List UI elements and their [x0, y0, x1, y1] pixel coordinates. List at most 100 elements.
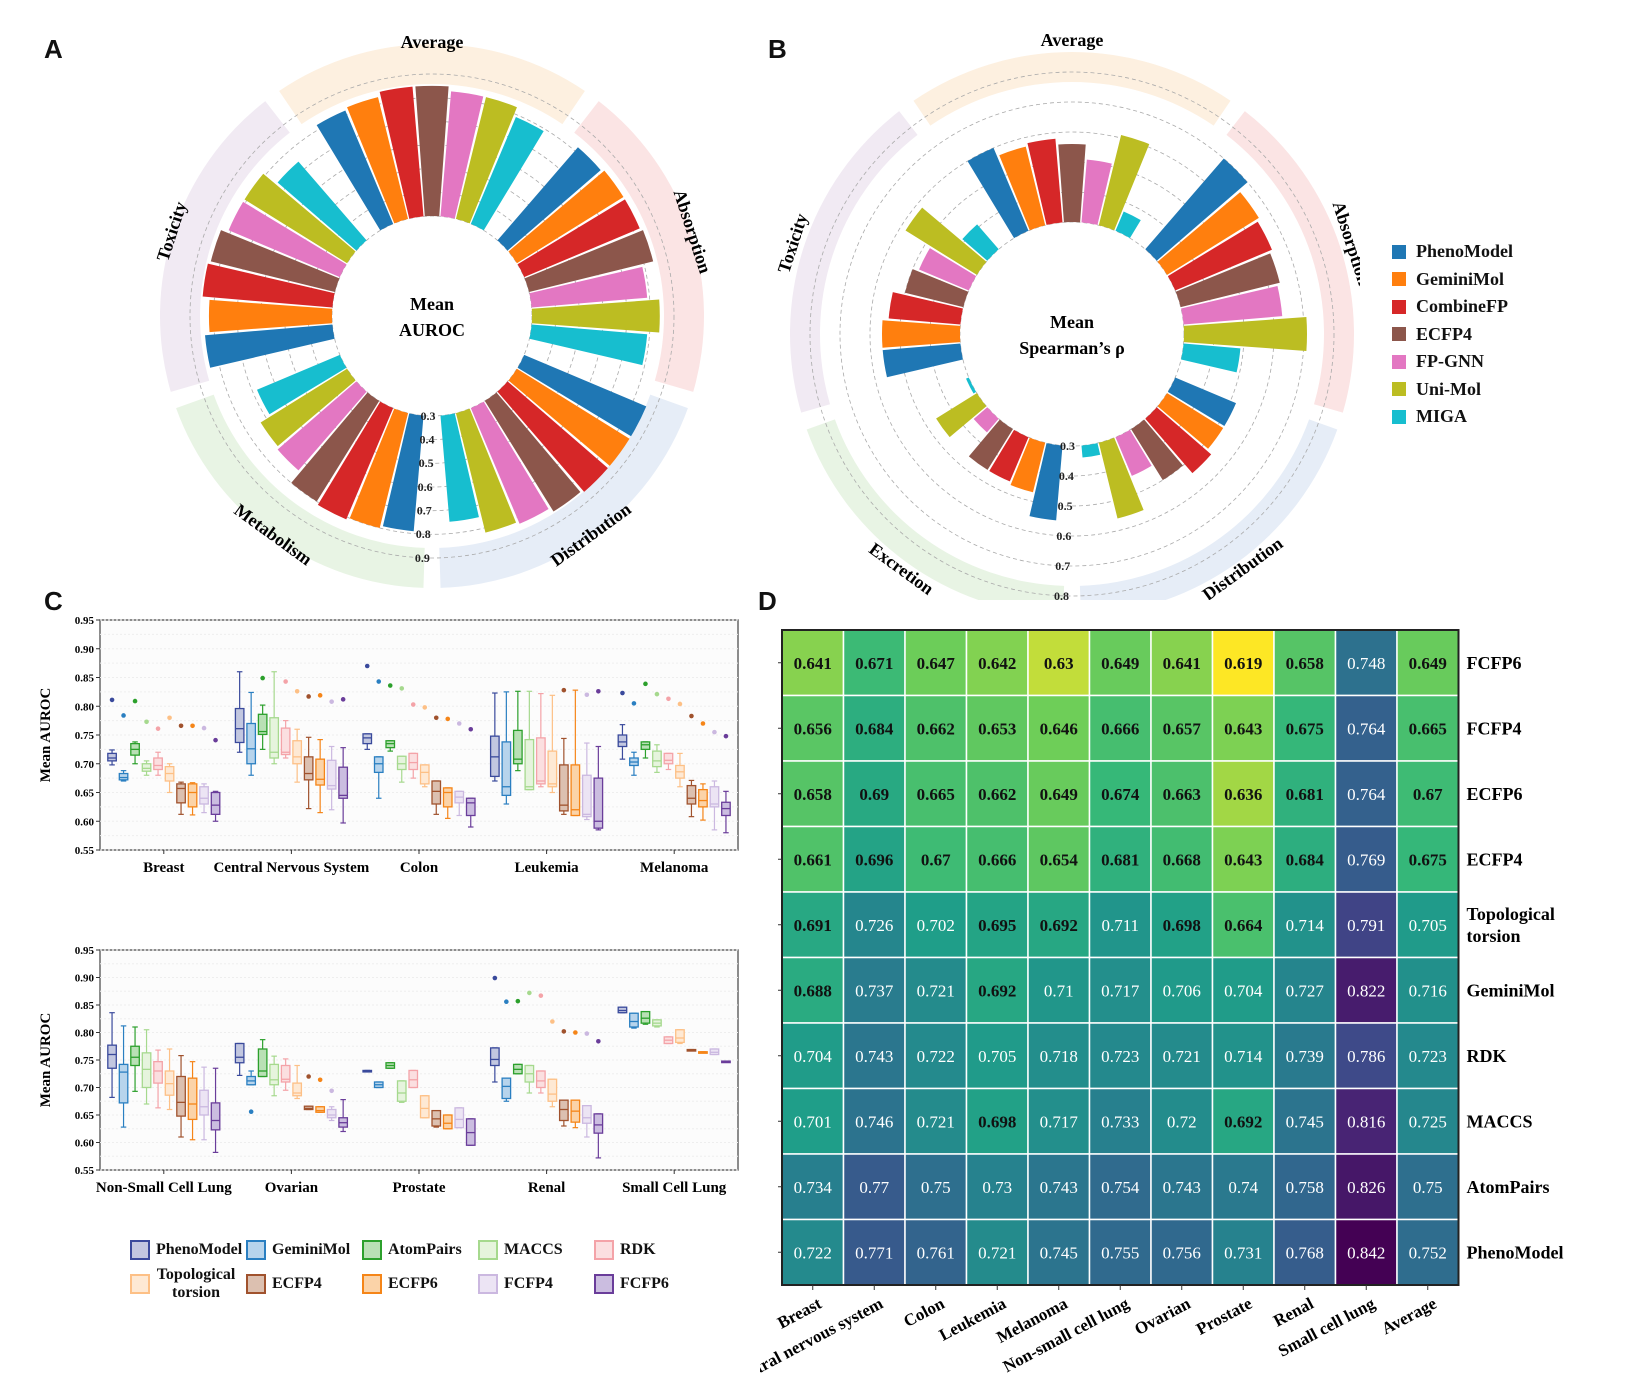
heatmap-cell-topological-torsion-renal [1273, 891, 1337, 959]
heatmap-value: 0.717 [1040, 1112, 1079, 1131]
heatmap-value: 0.704 [1224, 981, 1263, 1000]
outlier-point [584, 1031, 590, 1036]
heatmap-cell-ecfp6-ovarian [1150, 760, 1214, 828]
heatmap-cell-geminimol-non-small-cell-lung [1088, 956, 1152, 1024]
bar-absorption-geminimol [508, 170, 624, 264]
box-iqr [640, 741, 651, 751]
legend-label: FCFP4 [504, 1274, 553, 1292]
heatmap-cell-phenomodel-melanoma [1027, 1218, 1091, 1286]
heatmap-cell-fcfp4-prostate [1211, 694, 1275, 762]
heatmap-cell-ecfp6-breast [781, 760, 845, 828]
heatmap-value: 0.704 [794, 1047, 833, 1066]
box-iqr [280, 727, 291, 756]
heatmap-cell-atompairs-ovarian [1150, 1153, 1214, 1221]
box-iqr [593, 1113, 604, 1134]
bar-absorption-combinefp [517, 199, 640, 278]
legend-swatch [478, 1240, 498, 1260]
outlier-point [283, 679, 288, 684]
heatmap-cell-ecfp4-central-nervous-system [842, 825, 906, 893]
box-iqr [489, 1047, 500, 1067]
y-tick-label: 0.75 [75, 1055, 95, 1067]
box-leukemia-ecfp6 [570, 689, 581, 817]
box-ovarian-topological-torsion [292, 1064, 303, 1100]
box-central-nervous-system-rdk [280, 679, 291, 759]
box-non-small-cell-lung-topological-torsion [164, 1048, 175, 1111]
heatmap-cell-maccs-non-small-cell-lung [1088, 1087, 1152, 1155]
heatmap-value: 0.695 [978, 916, 1016, 935]
box-breast-rdk [153, 726, 163, 776]
outlier-point [677, 701, 683, 707]
box-melanoma-topological-torsion [675, 701, 685, 788]
box-small-cell-lung-atompairs [640, 1010, 651, 1025]
heatmap-value: 0.73 [982, 1178, 1012, 1197]
outlier-point [596, 1039, 601, 1044]
panel-b-label: B [768, 34, 787, 64]
box-iqr [431, 780, 442, 805]
box-colon-topological-torsion [419, 705, 430, 788]
legend-item-combinefp: CombineFP [1392, 293, 1513, 321]
radial-tick-label: 0.3 [1060, 439, 1075, 453]
category-band-distribution [1079, 419, 1338, 600]
heatmap-value: 0.657 [1163, 719, 1202, 738]
box-central-nervous-system-fcfp6 [338, 697, 349, 824]
center-label-line1: Mean [1050, 312, 1094, 332]
box-non-small-cell-lung-maccs [141, 1029, 152, 1105]
bar-toxicity-miga [277, 161, 367, 251]
bar-toxicity-phenomodel [882, 343, 963, 378]
bar-excretion-uni-mol [936, 393, 987, 438]
heatmap-value: 0.718 [1040, 1047, 1078, 1066]
heatmap-value: 0.662 [917, 719, 955, 738]
box-melanoma-fcfp6 [721, 733, 731, 834]
box-iqr [187, 783, 198, 808]
y-tick-label: 0.85 [75, 1000, 95, 1012]
heatmap-value: 0.666 [1101, 719, 1139, 738]
legend-swatch [130, 1273, 150, 1294]
box-prostate-atompairs [385, 1062, 396, 1069]
grid-ring [189, 73, 675, 559]
box-central-nervous-system-topological-torsion [292, 689, 303, 783]
legend-swatch [246, 1240, 266, 1260]
heatmap-cell-ecfp4-ovarian [1150, 825, 1214, 893]
heatmap-value: 0.731 [1224, 1243, 1262, 1262]
heatmap-value: 0.816 [1347, 1112, 1385, 1131]
heatmap-value: 0.769 [1347, 850, 1385, 869]
chart-b-circular-bar: Mean Spearman’s ρ 0.3 0.4 0.5 0.6 0.7 0.8 Averag… [774, 30, 1360, 600]
outlier-point [468, 726, 474, 732]
category-band-absorption [1226, 111, 1354, 413]
box-renal-fcfp6 [593, 1039, 604, 1159]
heatmap-cell-maccs-breast [781, 1087, 845, 1155]
x-tick-label-prostate: Prostate [392, 1180, 445, 1196]
heatmap-cell-ecfp6-small-cell-lung [1334, 760, 1398, 828]
legend-swatch [1392, 409, 1406, 424]
x-tick-label-renal: Renal [528, 1180, 566, 1196]
box-iqr [107, 752, 117, 762]
heatmap-cell-fcfp6-leukemia [965, 629, 1029, 697]
box-non-small-cell-lung-fcfp6 [210, 1067, 221, 1153]
outlier-point [654, 691, 660, 697]
box-renal-fcfp4 [581, 1031, 592, 1138]
heatmap-cell-phenomodel-leukemia [965, 1218, 1029, 1286]
bar-metabolism-fp-gnn [277, 381, 367, 471]
heatmap-cell-topological-torsion-melanoma [1027, 891, 1091, 959]
outlier-point [155, 726, 161, 731]
box-small-cell-lung-topological-torsion [675, 1029, 685, 1045]
heatmap-value: 0.681 [1101, 850, 1139, 869]
heatmap-value: 0.702 [917, 916, 955, 935]
heatmap-cell-fcfp4-leukemia [965, 694, 1029, 762]
box-non-small-cell-lung-fcfp4 [199, 1066, 209, 1141]
box-central-nervous-system-geminimol [246, 691, 257, 776]
box-renal-ecfp6 [570, 1030, 581, 1129]
outlier-point [294, 689, 300, 694]
plot-area [99, 619, 739, 851]
y-tick-label: 0.90 [75, 973, 95, 985]
category-label-average: Average [1041, 30, 1104, 50]
box-melanoma-ecfp6 [698, 721, 708, 821]
legend-swatch [1392, 354, 1406, 369]
category-band-average [913, 51, 1231, 126]
y-tick-label: 0.65 [75, 1110, 95, 1122]
box-iqr [373, 756, 384, 774]
heatmap-value: 0.717 [1101, 981, 1140, 1000]
outlier-point [306, 1074, 311, 1079]
box-colon-phenomodel [362, 663, 373, 750]
heatmap-value: 0.675 [1286, 719, 1324, 738]
